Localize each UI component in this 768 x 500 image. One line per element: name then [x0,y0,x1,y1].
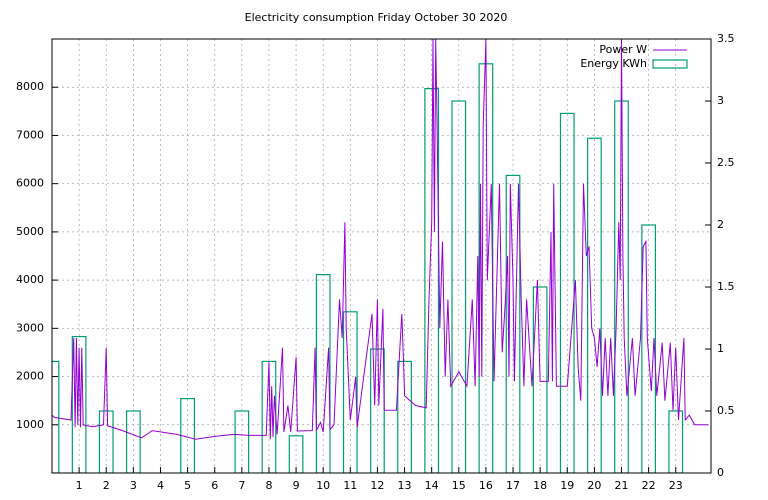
y-tick-label: 6000 [16,177,44,190]
energy-box [98,410,114,473]
y-tick-label: 2000 [16,370,44,383]
x-tick-label: 16 [479,479,493,492]
energy-box [315,274,331,473]
energy-box [125,410,141,473]
x-tick-label: 4 [157,479,164,492]
y-tick-label: 3000 [16,321,44,334]
y-tick-label: 8000 [16,80,44,93]
x-tick-label: 14 [425,479,439,492]
y2-tick-label: 3.5 [717,32,735,45]
x-tick-label: 3 [130,479,137,492]
x-tick-label: 8 [265,479,272,492]
energy-box [505,174,521,473]
y-tick-label: 7000 [16,128,44,141]
energy-box [668,410,684,473]
legend-swatch [652,59,688,69]
x-tick-label: 6 [211,479,218,492]
y2-tick-label: 2.5 [717,156,735,169]
x-tick-label: 7 [238,479,245,492]
energy-box [641,224,657,473]
x-tick-label: 10 [316,479,330,492]
energy-box [71,336,87,473]
plot-area [52,39,709,473]
x-tick-label: 21 [615,479,629,492]
energy-box [532,286,548,473]
y2-tick-label: 1.5 [717,280,735,293]
x-tick-label: 5 [184,479,191,492]
y2-tick-label: 0.5 [717,404,735,417]
x-tick-label: 12 [370,479,384,492]
y2-tick-label: 0 [717,466,724,479]
x-tick-label: 18 [533,479,547,492]
x-tick-label: 19 [560,479,574,492]
x-tick-label: 13 [398,479,412,492]
x-tick-label: 9 [293,479,300,492]
power-line [52,39,709,440]
x-tick-label: 23 [669,479,683,492]
legend-label: Power W [599,43,647,56]
energy-box [397,360,412,473]
y2-tick-label: 1 [717,342,724,355]
x-tick-label: 11 [343,479,357,492]
plot-frame [51,38,712,474]
energy-box [451,100,467,473]
x-tick-label: 15 [452,479,466,492]
x-tick-label: 2 [103,479,110,492]
y-tick-label: 5000 [16,225,44,238]
x-tick-label: 1 [76,479,83,492]
x-tick-label: 17 [506,479,520,492]
y-tick-label: 4000 [16,273,44,286]
energy-box [234,410,250,473]
chart-title: Electricity consumption Friday October 3… [245,11,508,24]
x-tick-label: 20 [587,479,601,492]
x-tick-label: 22 [642,479,656,492]
legend-label: Energy KWh [580,57,647,70]
y2-tick-label: 3 [717,94,724,107]
y2-tick-label: 2 [717,218,724,231]
y-tick-label: 1000 [16,418,44,431]
energy-box [370,348,385,473]
